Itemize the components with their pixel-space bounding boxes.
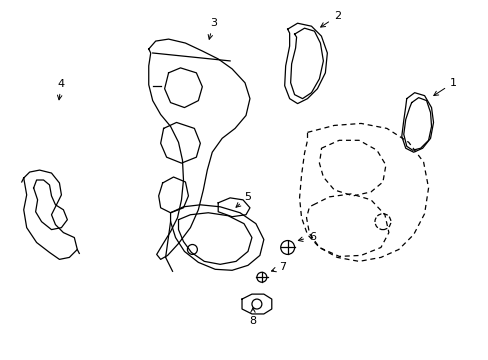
Text: 5: 5: [236, 192, 251, 207]
Text: 3: 3: [208, 18, 216, 39]
Text: 8: 8: [249, 308, 256, 326]
Text: 1: 1: [433, 78, 456, 95]
Text: 4: 4: [58, 79, 65, 100]
Text: 2: 2: [320, 11, 340, 27]
Text: 7: 7: [271, 262, 285, 272]
Text: 6: 6: [298, 231, 315, 242]
